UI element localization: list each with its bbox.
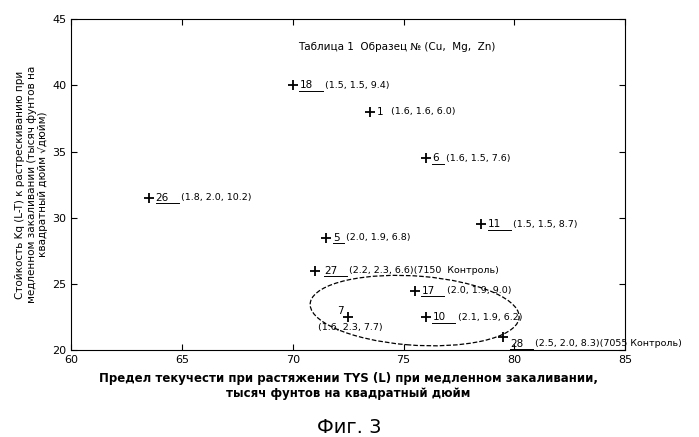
Text: (2.5, 2.0, 8.3)(7055 Контроль): (2.5, 2.0, 8.3)(7055 Контроль) (535, 339, 682, 348)
Text: 6: 6 (433, 153, 439, 163)
Text: Таблица 1  Образец № (Cu,  Mg,  Zn): Таблица 1 Образец № (Cu, Mg, Zn) (298, 42, 496, 52)
Text: 28: 28 (510, 339, 523, 349)
Text: (1.8, 2.0, 10.2): (1.8, 2.0, 10.2) (181, 194, 251, 202)
Text: 26: 26 (155, 193, 168, 203)
Text: Фиг. 3: Фиг. 3 (317, 418, 382, 437)
Text: 18: 18 (299, 80, 312, 90)
Text: 11: 11 (488, 219, 501, 229)
Text: (2.2, 2.3, 6.6)(7150  Контроль): (2.2, 2.3, 6.6)(7150 Контроль) (349, 266, 499, 275)
Text: (1.6, 1.5, 7.6): (1.6, 1.5, 7.6) (446, 154, 511, 163)
Text: (2.1, 1.9, 6.2): (2.1, 1.9, 6.2) (458, 313, 522, 322)
Text: (1.5, 1.5, 9.4): (1.5, 1.5, 9.4) (325, 81, 389, 90)
Text: (2.0, 1.9, 9.0): (2.0, 1.9, 9.0) (447, 286, 511, 295)
Text: (1.5, 1.5, 8.7): (1.5, 1.5, 8.7) (513, 220, 577, 229)
Text: 10: 10 (433, 312, 445, 322)
X-axis label: Предел текучести при растяжении TYS (L) при медленном закаливании,
тысяч фунтов : Предел текучести при растяжении TYS (L) … (99, 372, 598, 400)
Text: (1.6, 2.3, 7.7): (1.6, 2.3, 7.7) (317, 323, 382, 332)
Text: 17: 17 (421, 286, 435, 296)
Text: 27: 27 (324, 266, 337, 276)
Text: 7: 7 (337, 305, 344, 316)
Text: (1.6, 1.6, 6.0): (1.6, 1.6, 6.0) (391, 107, 455, 116)
Y-axis label: Стойкость Kq (L-T) к растрескиванию при
медленном закаливании (тысяч фунтов на
к: Стойкость Kq (L-T) к растрескиванию при … (15, 66, 48, 303)
Text: (2.0, 1.9, 6.8): (2.0, 1.9, 6.8) (347, 233, 411, 242)
Text: 1: 1 (377, 107, 384, 117)
Text: 5: 5 (333, 232, 339, 243)
